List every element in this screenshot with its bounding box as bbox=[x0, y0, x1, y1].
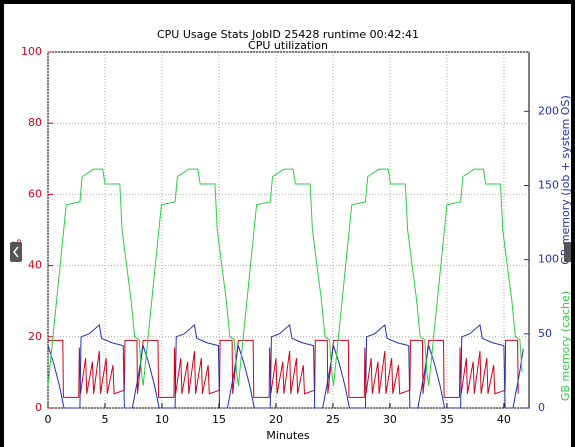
x-tick-label: 30 bbox=[383, 413, 397, 426]
y-tick-label: 60 bbox=[28, 187, 42, 200]
y2-tick-label: 0 bbox=[538, 401, 545, 414]
series-line bbox=[48, 339, 519, 398]
series-line bbox=[47, 168, 523, 386]
side-tab-left[interactable] bbox=[10, 242, 22, 262]
series-line bbox=[47, 323, 524, 409]
y2-axis-label: GB memory (job + system OS) bbox=[559, 95, 571, 265]
x-tick-label: 20 bbox=[269, 413, 283, 426]
x-tick-label: 35 bbox=[440, 413, 454, 426]
x-tick-label: 25 bbox=[326, 413, 340, 426]
plot-frame bbox=[47, 51, 530, 409]
x-tick-label: 5 bbox=[101, 413, 108, 426]
tab-bg[interactable] bbox=[10, 242, 22, 262]
tab-icon[interactable] bbox=[13, 246, 19, 258]
x-tick-label: 40 bbox=[497, 413, 511, 426]
y-tick-label: 80 bbox=[28, 116, 42, 129]
x-axis-label: Minutes bbox=[266, 429, 310, 442]
x-tick-label: 10 bbox=[155, 413, 169, 426]
y2-tick-label: 200 bbox=[538, 104, 559, 117]
y-tick-label: 100 bbox=[21, 45, 42, 58]
x-tick-label: 15 bbox=[212, 413, 226, 426]
side-tab-right[interactable] bbox=[564, 242, 571, 262]
y-tick-label: 20 bbox=[28, 330, 42, 343]
y2-tick-label: 100 bbox=[538, 253, 559, 266]
y2-cache-label: GB memory (cache) bbox=[559, 291, 571, 401]
chart-title: CPU Usage Stats JobID 25428 runtime 00:4… bbox=[157, 28, 419, 41]
y-tick-label: 0 bbox=[35, 401, 42, 414]
y2-tick-label: 50 bbox=[538, 327, 552, 340]
y2-tick-label: 150 bbox=[538, 179, 559, 192]
x-tick-label: 0 bbox=[45, 413, 52, 426]
chart-subtitle: CPU utilization bbox=[248, 39, 328, 52]
window: CPU Usage Stats JobID 25428 runtime 00:4… bbox=[4, 4, 571, 447]
chart: CPU Usage Stats JobID 25428 runtime 00:4… bbox=[10, 28, 571, 442]
y-tick-label: 40 bbox=[28, 259, 42, 272]
